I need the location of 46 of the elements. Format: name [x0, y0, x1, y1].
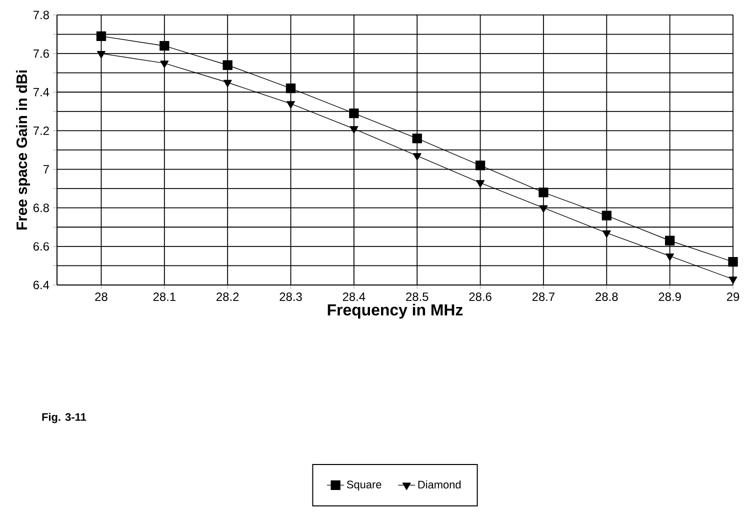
- x-axis-title: Frequency in MHz: [328, 304, 463, 319]
- point: [539, 205, 548, 213]
- legend-label: Square: [346, 480, 382, 491]
- point: [476, 180, 485, 188]
- point: [349, 108, 359, 118]
- x-tick-label: 28.9: [658, 292, 681, 301]
- y-tick-label: 6.8: [33, 204, 49, 212]
- point: [728, 276, 738, 284]
- point: [475, 160, 486, 170]
- x-tick-label: 29: [726, 292, 740, 301]
- y-tick-label: 6.6: [33, 242, 49, 251]
- x-tick-label: 28.1: [153, 292, 176, 301]
- point: [160, 60, 169, 68]
- point: [350, 126, 358, 134]
- y-tick-label: 6.4: [33, 280, 50, 290]
- point: [666, 253, 674, 261]
- point: [97, 50, 106, 58]
- caption: Fig. 3-11: [42, 412, 86, 424]
- point: [602, 230, 611, 238]
- legend-label: Diamond: [418, 480, 461, 489]
- y-tick-label: 7.2: [33, 126, 49, 135]
- y-axis-title: Free space Gain in dBi: [16, 70, 30, 230]
- x-tick-label: 28.4: [342, 292, 366, 301]
- point: [96, 31, 106, 42]
- point: [223, 80, 232, 88]
- point: [160, 41, 170, 51]
- y-tick-label: 7.4: [33, 88, 50, 96]
- x-tick-label: 28.6: [469, 292, 492, 301]
- y-tick-label: 7: [43, 165, 49, 174]
- point: [286, 101, 295, 109]
- point: [412, 153, 422, 161]
- x-tick-label: 28.2: [216, 292, 239, 301]
- y-tick-label: 7.6: [33, 49, 49, 58]
- point: [222, 60, 232, 70]
- x-tick-label: 28.7: [532, 292, 555, 301]
- point: [412, 134, 422, 144]
- point: [665, 236, 675, 246]
- x-tick-label: 28: [95, 292, 108, 301]
- point: [286, 83, 296, 94]
- y-tick-label: 7.8: [33, 10, 49, 20]
- point: [728, 257, 738, 267]
- x-tick-label: 28.5: [406, 292, 428, 301]
- x-tick-label: 28.8: [596, 292, 618, 301]
- point: [538, 188, 548, 198]
- point: [602, 210, 612, 220]
- x-tick-label: 28.3: [280, 292, 302, 301]
